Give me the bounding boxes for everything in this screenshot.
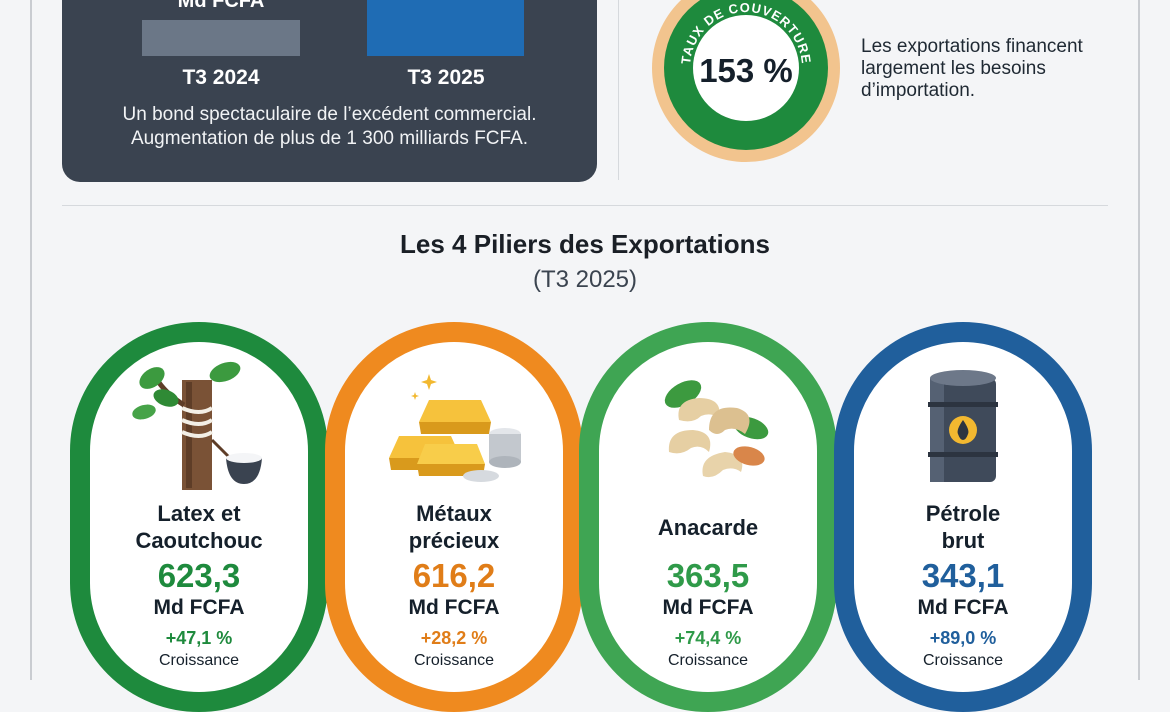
pillar-name: Métaux précieux [345,500,563,554]
oil-barrel-icon [928,370,998,482]
pillar-unit: Md FCFA [917,596,1009,619]
pillar-name-line1: Métaux [416,501,492,526]
pillar-name-line1: Latex et [157,501,241,526]
pillar-value: 343,1 [921,557,1005,594]
frame-border-left [30,0,32,680]
pillar-growth: +28,2 % [420,628,488,648]
frame-border-right [1138,0,1140,680]
bar-value-label: Md FCFA [177,0,265,12]
pillar-name-line1: Anacarde [657,515,759,540]
pillar-name-line1: Pétrole [925,501,1001,526]
pillar-petrole-brut: Pétrole brut 343,1 Md FCFA +89,0 % Crois… [834,322,1092,712]
pillar-value: 616,2 [412,557,496,594]
pillar-name-line2: Caoutchouc [135,528,263,553]
pillar-name: Latex et Caoutchouc [90,500,308,554]
bar-t3-2024 [142,20,300,56]
pillar-name-line2: précieux [408,528,500,553]
caption-line-1: Un bond spectaculaire de l’excédent comm… [122,104,537,125]
cashew-icon [664,380,769,478]
pillar-name-line2: brut [941,528,985,553]
pillar-growth: +89,0 % [929,628,997,648]
coverage-ring-center [693,15,799,121]
section-title: Les 4 Piliers des Exportations [400,229,770,259]
pillar-unit: Md FCFA [662,596,754,619]
coverage-value: 153 % [699,52,793,89]
bar-t3-2025 [367,0,524,56]
pillar-unit: Md FCFA [408,596,500,619]
period-label-curr: T3 2025 [407,66,485,89]
rubber-tree-icon [132,361,262,490]
caption-line-2: Augmentation de plus de 1 300 milliards … [130,128,529,149]
pillar-name: Pétrole brut [854,500,1072,554]
vertical-divider [618,0,619,180]
pillar-value: 363,5 [666,557,750,594]
pillar-name: Anacarde [599,514,817,541]
section-subtitle: (T3 2025) [532,266,638,293]
pillar-latex-caoutchouc: Latex et Caoutchouc 623,3 Md FCFA +47,1 … [70,322,328,712]
pillar-unit: Md FCFA [153,596,245,619]
gold-bars-icon [389,374,521,482]
pillar-growth-label: Croissance [413,652,495,669]
coverage-description: Les exportations financent largement les… [861,36,1083,101]
pillar-growth: +74,4 % [674,628,742,648]
pillar-growth: +47,1 % [165,628,233,648]
pillar-growth-label: Croissance [667,652,749,669]
pillar-anacarde: Anacarde 363,5 Md FCFA +74,4 % Croissanc… [579,322,837,712]
pillar-growth-label: Croissance [158,652,240,669]
period-label-prev: T3 2024 [182,66,260,89]
pillar-metaux-precieux: Métaux précieux 616,2 Md FCFA +28,2 % Cr… [325,322,583,712]
pillar-growth-label: Croissance [922,652,1004,669]
pillar-value: 623,3 [157,557,241,594]
horizontal-divider [62,205,1108,206]
trade-balance-caption: Un bond spectaculaire de l’excédent comm… [62,103,597,151]
